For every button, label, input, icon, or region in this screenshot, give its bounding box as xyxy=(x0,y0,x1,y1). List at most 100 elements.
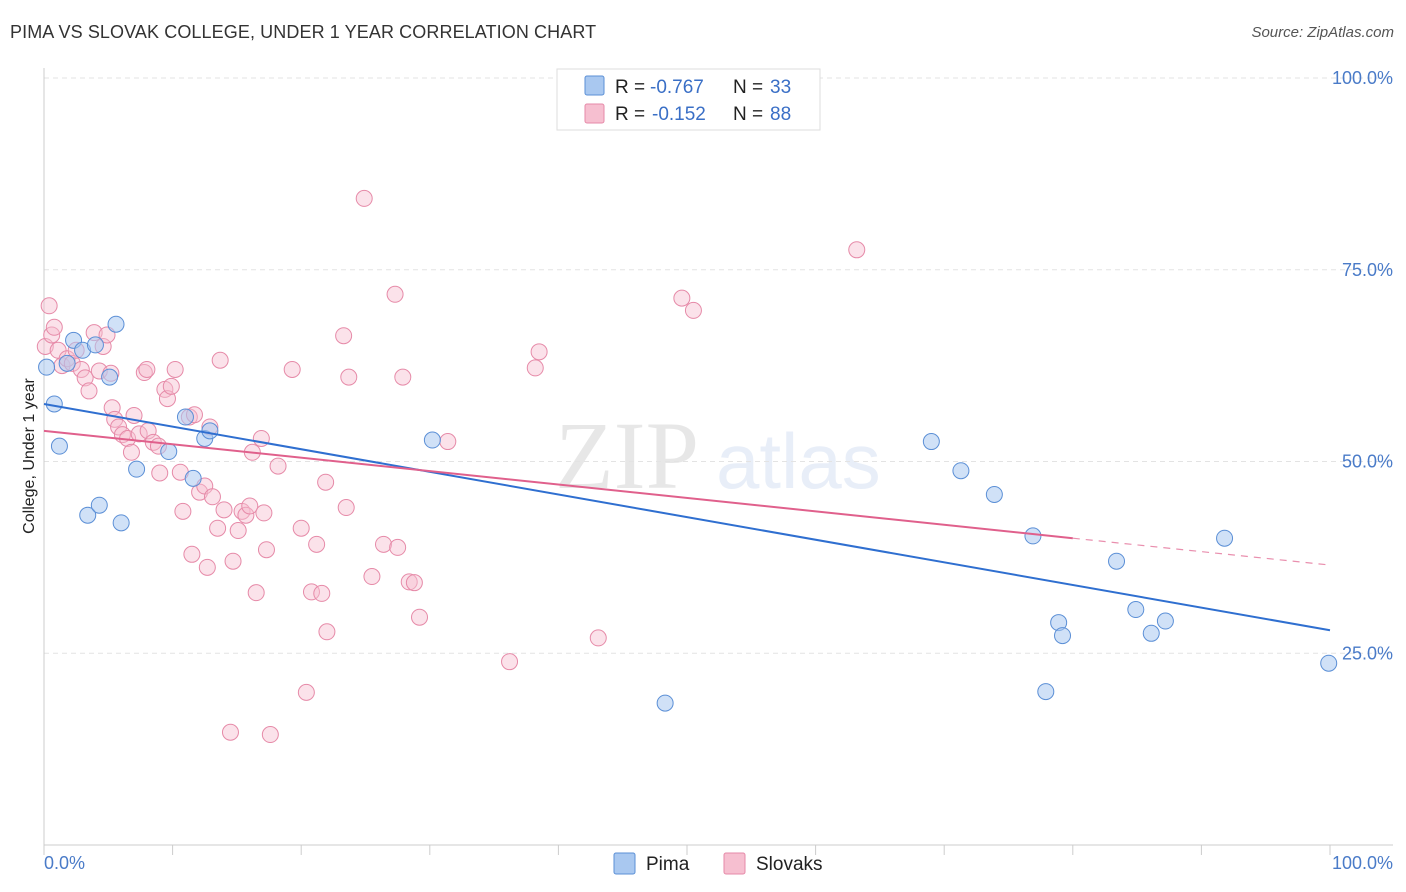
pima-trend-line xyxy=(43,402,1331,632)
pima-point-28 xyxy=(1127,601,1145,619)
pima-point-14 xyxy=(176,408,194,426)
watermark-atlas: atlas xyxy=(716,417,881,505)
slovaks-point-71 xyxy=(340,368,358,386)
slovaks-point-76 xyxy=(389,538,407,556)
slovaks-point-73 xyxy=(363,568,381,586)
slovaks-point-25 xyxy=(135,364,153,382)
slovaks-point-81 xyxy=(439,433,457,451)
pima-point-12 xyxy=(128,460,146,478)
legend-swatch-slovaks xyxy=(584,103,605,124)
trend-lines xyxy=(43,402,1331,632)
pima-point-2 xyxy=(50,437,68,455)
bottom-legend-label-pima: Pima xyxy=(646,854,690,875)
bottom-legend-swatch-pima xyxy=(613,852,636,875)
pima-point-24 xyxy=(1037,683,1055,701)
x-ticks xyxy=(43,845,1331,855)
slovaks-point-44 xyxy=(203,488,221,506)
pima-point-15 xyxy=(184,469,202,487)
slovaks-point-53 xyxy=(241,497,259,515)
slovaks-point-38 xyxy=(183,545,201,563)
y-tick-label-50: 50.0% xyxy=(1342,452,1393,472)
slovaks-trend-line-extension xyxy=(1072,537,1331,566)
pima-point-7 xyxy=(86,336,104,354)
legend-n-label-pima: N = xyxy=(733,77,763,98)
bottom-legend-label-slovaks: Slovaks xyxy=(756,854,823,875)
series-legend: Pima Slovaks xyxy=(613,852,823,875)
y-tick-label-75: 75.0% xyxy=(1342,260,1393,280)
slovaks-point-82 xyxy=(501,653,519,671)
pima-point-31 xyxy=(1216,529,1234,547)
slovaks-point-87 xyxy=(684,301,702,319)
slovaks-point-80 xyxy=(411,608,429,626)
slovaks-point-85 xyxy=(589,629,607,647)
slovaks-point-49 xyxy=(224,552,242,570)
pima-point-3 xyxy=(58,354,76,372)
slovaks-trend-line xyxy=(43,429,1073,540)
slovaks-point-84 xyxy=(530,343,548,361)
y-tick-labels: 25.0% 50.0% 75.0% 100.0% xyxy=(1332,68,1393,663)
slovaks-point-24 xyxy=(130,425,148,443)
slovaks-point-33 xyxy=(162,377,180,395)
pima-point-26 xyxy=(1054,627,1072,645)
pima-point-23 xyxy=(1024,527,1042,545)
slovaks-point-9 xyxy=(72,360,90,378)
legend-r-label-slovaks: R = xyxy=(615,104,645,125)
y-tick-label-100: 100.0% xyxy=(1332,68,1393,88)
slovaks-point-62 xyxy=(292,519,310,537)
source-note: Source: ZipAtlas.com xyxy=(1251,24,1394,41)
pima-point-29 xyxy=(1142,624,1160,642)
legend-r-value-slovaks: -0.152 xyxy=(652,104,706,125)
legend-r-label-pima: R = xyxy=(615,77,645,98)
pima-point-30 xyxy=(1156,612,1174,630)
slovaks-point-74 xyxy=(375,535,393,553)
pima-point-0 xyxy=(38,358,56,376)
pima-point-13 xyxy=(160,443,178,461)
data-points xyxy=(36,189,1338,744)
slovaks-point-10 xyxy=(76,369,94,387)
slovaks-point-36 xyxy=(174,502,192,520)
slovaks-point-79 xyxy=(405,574,423,592)
slovaks-point-77 xyxy=(394,368,412,386)
pima-point-10 xyxy=(107,315,125,333)
slovaks-point-63 xyxy=(297,683,315,701)
slovaks-point-66 xyxy=(313,584,331,602)
pima-point-6 xyxy=(79,506,97,524)
slovaks-point-67 xyxy=(317,473,335,491)
slovaks-point-55 xyxy=(247,584,265,602)
slovaks-point-86 xyxy=(673,289,691,307)
pima-point-20 xyxy=(922,433,940,451)
slovaks-point-83 xyxy=(526,359,544,377)
pima-point-32 xyxy=(1320,654,1338,672)
slovaks-point-50 xyxy=(229,522,247,540)
slovaks-point-88 xyxy=(848,241,866,259)
slovaks-point-26 xyxy=(138,360,156,378)
legend-swatch-pima xyxy=(584,75,605,96)
slovaks-point-11 xyxy=(80,382,98,400)
slovaks-point-65 xyxy=(308,535,326,553)
watermark: ZIP atlas xyxy=(555,402,881,509)
stats-legend: R = -0.767 N = 33 R = -0.152 N = 88 xyxy=(556,68,821,131)
legend-n-label-slovaks: N = xyxy=(733,104,763,125)
pima-point-17 xyxy=(201,422,219,440)
slovaks-point-30 xyxy=(151,464,169,482)
x-tick-label-max: 100.0% xyxy=(1332,853,1393,873)
pima-point-9 xyxy=(101,368,119,386)
slovaks-point-57 xyxy=(255,504,273,522)
legend-n-value-pima: 33 xyxy=(770,77,791,98)
slovaks-point-78 xyxy=(400,573,418,591)
pima-point-21 xyxy=(952,462,970,480)
slovaks-point-59 xyxy=(261,726,279,744)
slovaks-point-68 xyxy=(318,623,336,641)
slovaks-point-45 xyxy=(209,519,227,537)
pima-point-22 xyxy=(985,485,1003,503)
bottom-legend-swatch-slovaks xyxy=(723,852,746,875)
slovaks-point-61 xyxy=(283,360,301,378)
pima-point-8 xyxy=(90,496,108,514)
slovaks-point-42 xyxy=(198,558,216,576)
slovaks-point-58 xyxy=(257,541,275,559)
watermark-zip: ZIP xyxy=(555,402,699,509)
chart-title: PIMA VS SLOVAK COLLEGE, UNDER 1 YEAR COR… xyxy=(10,22,597,42)
legend-r-value-pima: -0.767 xyxy=(650,77,704,98)
slovaks-point-47 xyxy=(215,501,233,519)
